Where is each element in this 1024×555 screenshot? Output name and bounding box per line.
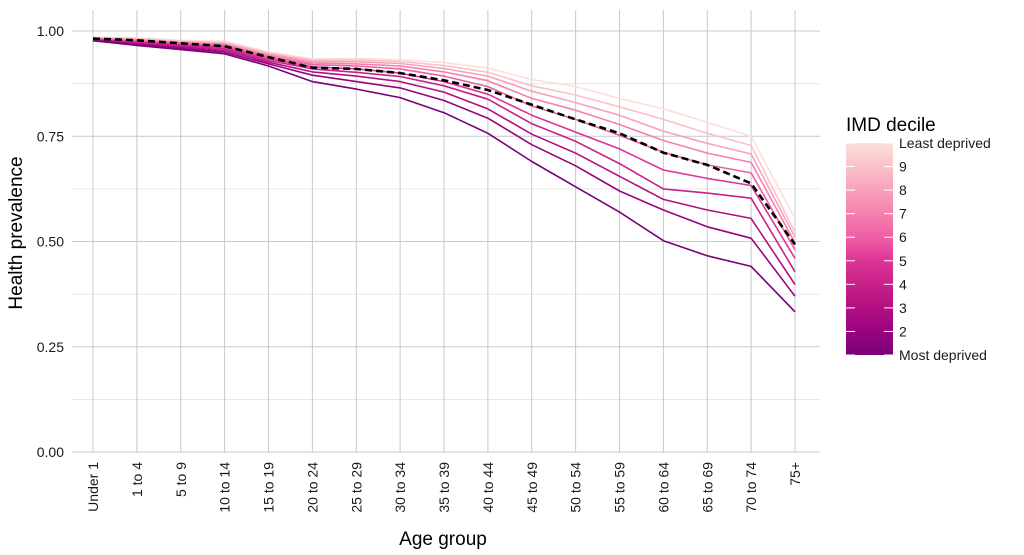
series-line-decile-3 bbox=[92, 39, 796, 285]
legend-label: 5 bbox=[899, 253, 907, 269]
x-tick-label: 15 to 19 bbox=[261, 462, 277, 513]
y-tick-label: 0.50 bbox=[37, 234, 64, 250]
x-tick-label: 65 to 69 bbox=[699, 462, 715, 513]
y-axis-ticks: 0.00 0.25 0.50 0.75 1.00 bbox=[37, 23, 64, 460]
x-tick-label: 35 to 39 bbox=[436, 462, 452, 513]
legend-label: 7 bbox=[899, 206, 907, 222]
legend-label: 4 bbox=[899, 276, 907, 292]
y-tick-label: 1.00 bbox=[37, 23, 64, 39]
legend-title: IMD decile bbox=[846, 115, 936, 136]
x-tick-label: 10 to 14 bbox=[217, 462, 233, 513]
x-axis-ticks: Under 1 1 to 4 5 to 9 10 to 14 15 to 19 20 to… bbox=[85, 462, 803, 513]
legend-label: Most deprived bbox=[899, 347, 987, 363]
x-tick-label: 45 to 49 bbox=[524, 462, 540, 513]
legend-label: 2 bbox=[899, 323, 907, 339]
x-tick-label: 50 to 54 bbox=[568, 462, 584, 513]
legend-label: 9 bbox=[899, 159, 907, 175]
x-tick-label: 75+ bbox=[787, 462, 803, 486]
series-line-decile-7 bbox=[92, 37, 796, 244]
x-tick-label: 60 to 64 bbox=[655, 462, 671, 513]
x-tick-label: 55 to 59 bbox=[612, 462, 628, 513]
series-line-decile-1 bbox=[92, 39, 796, 313]
average-series-line bbox=[92, 37, 797, 246]
legend-label: 6 bbox=[899, 229, 907, 245]
y-tick-label: 0.75 bbox=[37, 128, 64, 144]
series-line-decile-10 bbox=[92, 36, 796, 219]
x-tick-label: 40 to 44 bbox=[480, 462, 496, 513]
y-tick-label: 0.00 bbox=[37, 444, 64, 460]
x-tick-label: 30 to 34 bbox=[392, 462, 408, 513]
x-tick-label: 1 to 4 bbox=[129, 462, 145, 497]
gridlines bbox=[72, 10, 820, 453]
legend-label: 8 bbox=[899, 182, 907, 198]
series-line-decile-4 bbox=[92, 39, 796, 273]
legend-colorbar bbox=[846, 143, 893, 355]
legend: IMD decile Least deprived 9 8 7 6 5 4 3 2 Most de… bbox=[846, 115, 991, 363]
legend-labels: Least deprived 9 8 7 6 5 4 3 2 Most deprived bbox=[846, 135, 991, 363]
legend-label: 3 bbox=[899, 300, 907, 316]
x-tick-label: 20 to 24 bbox=[304, 462, 320, 513]
series-line-decile-2 bbox=[92, 39, 796, 297]
y-tick-label: 0.25 bbox=[37, 339, 64, 355]
x-axis-title: Age group bbox=[399, 529, 487, 550]
x-tick-label: 70 to 74 bbox=[743, 462, 759, 513]
x-tick-label: Under 1 bbox=[85, 462, 101, 512]
legend-label: Least deprived bbox=[899, 135, 991, 151]
series-lines bbox=[92, 36, 797, 313]
x-tick-label: 5 to 9 bbox=[173, 462, 189, 497]
series-line-decile-6 bbox=[92, 38, 796, 251]
y-axis-title: Health prevalence bbox=[6, 156, 27, 309]
series-line-decile-9 bbox=[92, 37, 796, 233]
x-tick-label: 25 to 29 bbox=[348, 462, 364, 513]
